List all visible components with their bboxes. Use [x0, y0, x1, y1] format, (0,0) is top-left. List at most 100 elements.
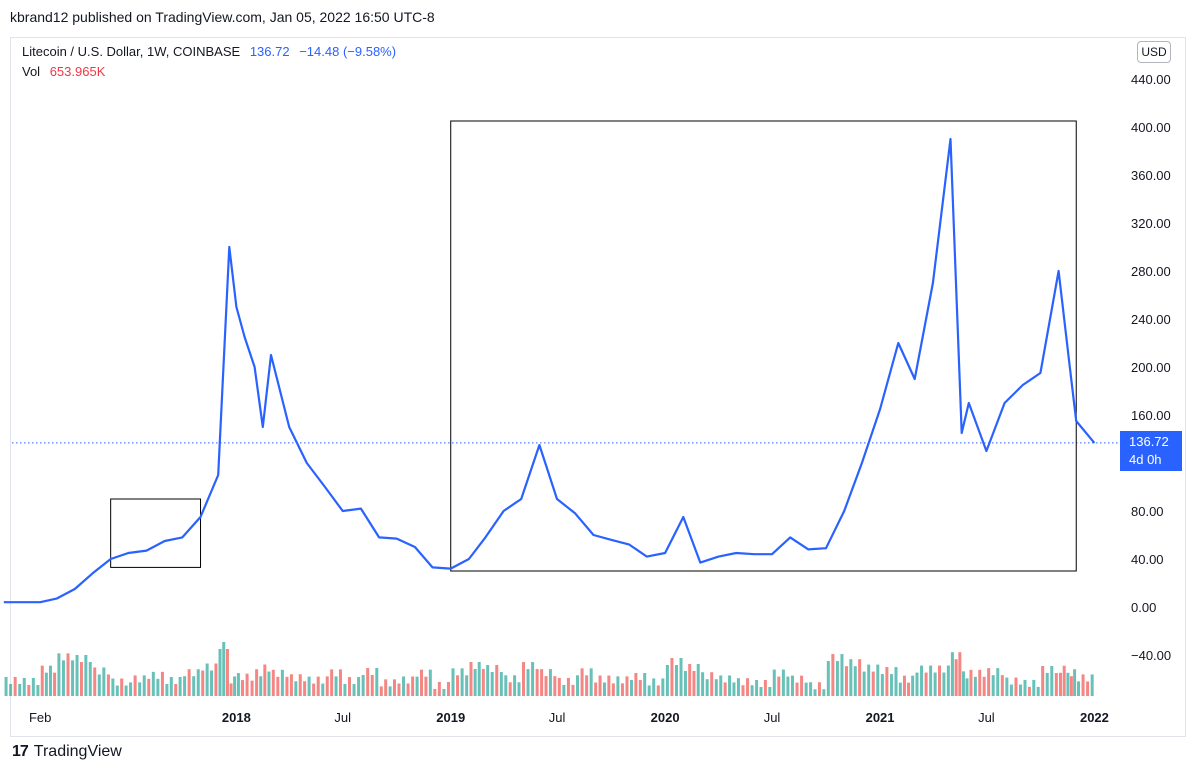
volume-bar	[31, 678, 35, 696]
volume-bar	[674, 665, 678, 696]
volume-bar	[643, 672, 647, 696]
volume-bar	[625, 676, 629, 696]
volume-bar	[424, 676, 428, 696]
volume-bar	[321, 683, 325, 696]
volume-bar	[271, 669, 275, 696]
annotation-rectangle[interactable]	[110, 498, 202, 568]
volume-bar	[991, 675, 995, 696]
volume-bar	[710, 672, 714, 696]
volume-bar	[259, 676, 263, 696]
volume-bar	[732, 682, 736, 696]
volume-bar	[840, 654, 844, 696]
volume-bar	[696, 664, 700, 696]
volume-bar	[411, 676, 415, 696]
currency-button[interactable]: USD	[1137, 41, 1171, 63]
volume-bar	[763, 680, 767, 696]
volume-bar	[557, 677, 561, 696]
volume-bar	[294, 681, 298, 696]
volume-bar	[183, 676, 187, 696]
volume-bar	[701, 672, 705, 696]
volume-bar	[907, 682, 911, 696]
publisher-line: kbrand12 published on TradingView.com, J…	[10, 9, 435, 25]
volume-bar	[915, 672, 919, 696]
volume-bar	[822, 689, 826, 696]
volume-bar	[129, 682, 133, 696]
volume-bar	[746, 678, 750, 696]
volume-bar	[147, 678, 151, 696]
volume-bar	[871, 671, 875, 696]
volume-bar	[750, 685, 754, 696]
last-price: 136.72	[249, 44, 290, 59]
volume-bar	[469, 662, 473, 696]
volume-bar	[156, 678, 160, 696]
volume-bar	[477, 662, 481, 696]
volume-bar	[1027, 686, 1031, 696]
volume-bar	[442, 688, 446, 696]
volume-bar	[225, 649, 229, 696]
volume-bar	[495, 665, 499, 696]
volume-bar	[670, 658, 674, 696]
volume-bar	[741, 685, 745, 696]
volume-bar	[965, 678, 969, 696]
x-tick-label: Jul	[549, 710, 566, 725]
volume-bar	[562, 684, 566, 696]
volume-bar	[661, 678, 665, 696]
volume-bar	[795, 682, 799, 696]
volume-bar	[938, 665, 942, 696]
volume-bar	[1032, 679, 1036, 696]
volume-bar	[594, 682, 598, 696]
volume-bar	[1050, 666, 1054, 696]
volume-bar	[804, 682, 808, 696]
x-tick-label: 2018	[222, 710, 251, 725]
volume-bar	[486, 665, 490, 696]
volume-bar	[571, 684, 575, 696]
volume-bar	[817, 682, 821, 696]
volume-bar	[504, 675, 508, 696]
volume-bar	[898, 682, 902, 696]
x-tick-label: Jul	[764, 710, 781, 725]
volume-bar	[236, 673, 240, 696]
volume-bar	[920, 665, 924, 696]
tradingview-brand[interactable]: 17 TradingView	[12, 743, 122, 761]
volume-bar	[1066, 672, 1070, 696]
price-line	[3, 137, 1096, 604]
x-tick-label: Jul	[334, 710, 351, 725]
brand-name: TradingView	[33, 743, 122, 760]
volume-bar	[933, 672, 937, 696]
volume-bar	[481, 669, 485, 696]
volume-bar	[437, 681, 441, 696]
volume-bar	[826, 661, 830, 696]
volume-bar	[343, 684, 347, 696]
volume-bar	[942, 672, 946, 696]
volume-bar	[120, 678, 124, 696]
volume-bar	[267, 671, 271, 696]
volume-bars	[4, 642, 1094, 696]
volume-bar	[607, 675, 611, 696]
volume-bar	[165, 684, 169, 696]
volume-bar	[222, 642, 226, 696]
volume-bar	[18, 684, 22, 696]
y-tick-label: 240.00	[1131, 312, 1171, 327]
x-tick-label: Feb	[29, 710, 51, 725]
tradingview-logo-icon: 17	[12, 743, 29, 760]
annotation-rectangle[interactable]	[450, 120, 1077, 572]
volume-bar	[813, 689, 817, 696]
volume-bar	[526, 669, 530, 696]
volume-bar	[987, 668, 991, 696]
volume-bar	[714, 679, 718, 696]
chart-frame	[10, 37, 1186, 737]
chart-legend: Litecoin / U.S. Dollar, 1W, COINBASE 136…	[22, 44, 396, 84]
volume-bar	[298, 674, 302, 696]
x-axis: Feb 2018 Jul 2019 Jul 2020 Jul 2021 Jul 2022	[29, 710, 1109, 725]
volume-bar	[338, 669, 342, 696]
volume-bar	[4, 677, 8, 696]
volume-bar	[250, 680, 254, 696]
volume-bar	[84, 655, 88, 696]
volume-bar	[451, 668, 455, 696]
volume-bar	[929, 665, 933, 696]
volume-bar	[705, 679, 709, 696]
volume-bar	[1081, 674, 1085, 696]
volume-bar	[1062, 665, 1066, 696]
price-change: −14.48 (−9.58%)	[299, 44, 397, 59]
